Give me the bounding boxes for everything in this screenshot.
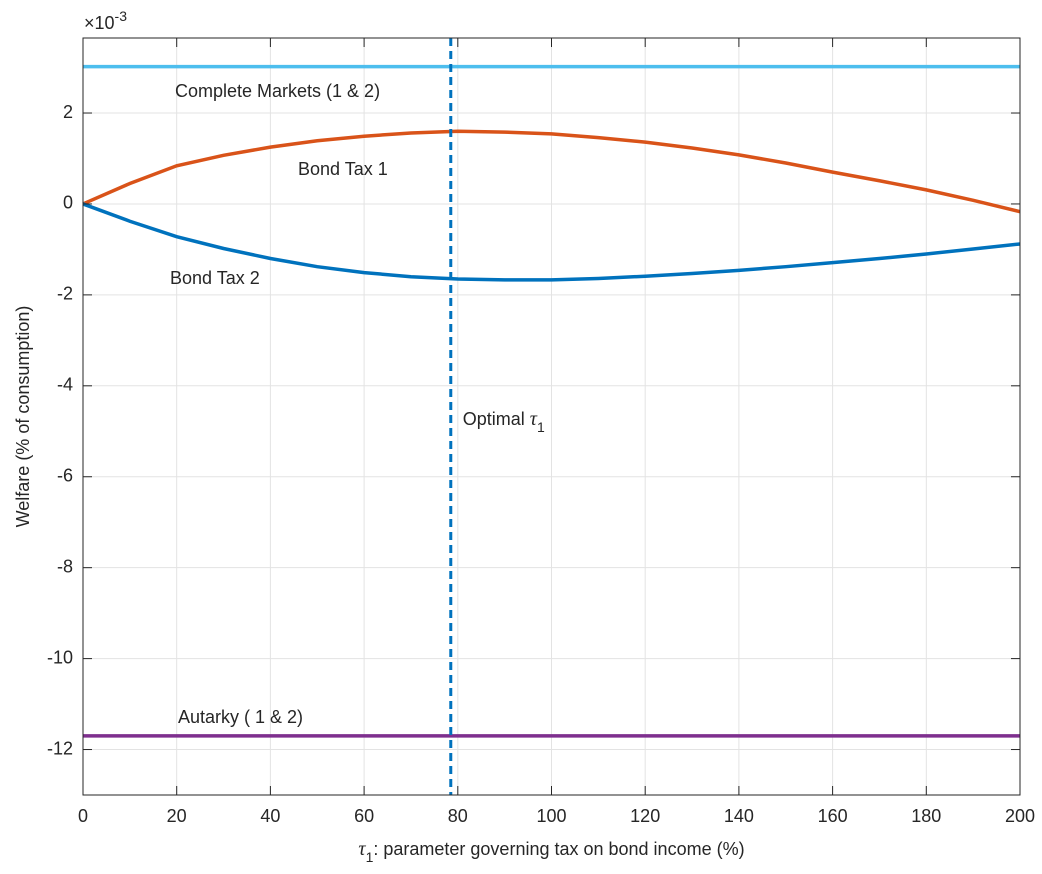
optimal-text: Optimal — [463, 409, 530, 429]
x-tick-label: 120 — [630, 806, 660, 826]
series-line — [82, 202, 1021, 282]
x-tick-label: 20 — [167, 806, 187, 826]
series-annotation: Bond Tax 2 — [170, 268, 260, 288]
exponent-power: -3 — [115, 8, 128, 24]
x-tick-label: 40 — [260, 806, 280, 826]
x-tick-label: 100 — [536, 806, 566, 826]
x-label-subscript: 1 — [366, 849, 374, 865]
y-tick-label: -12 — [47, 738, 73, 758]
exponent-base: ×10 — [84, 13, 115, 33]
y-tick-label: -8 — [57, 556, 73, 576]
x-tick-label: 60 — [354, 806, 374, 826]
y-tick-label: 2 — [63, 102, 73, 122]
x-tick-label: 140 — [724, 806, 754, 826]
x-label-text: : parameter governing tax on bond income… — [373, 839, 744, 859]
x-tick-label: 0 — [78, 806, 88, 826]
y-exponent: ×10-3 — [84, 8, 127, 33]
y-tick-label: -6 — [57, 465, 73, 485]
optimal-subscript: 1 — [537, 419, 545, 435]
series-annotation: Bond Tax 1 — [298, 159, 388, 179]
optimal-symbol: τ — [530, 408, 538, 430]
y-axis-label: Welfare (% of consumption) — [13, 306, 33, 528]
series-line — [82, 129, 1021, 214]
series-annotation: Complete Markets (1 & 2) — [175, 81, 380, 101]
optimal-label: Optimal τ1 — [463, 408, 545, 435]
y-tick-label: -4 — [57, 375, 73, 395]
y-tick-label: 0 — [63, 193, 73, 213]
y-tick-label: -10 — [47, 647, 73, 667]
x-tick-label: 180 — [911, 806, 941, 826]
series-annotation: Autarky ( 1 & 2) — [178, 707, 303, 727]
x-tick-label: 160 — [818, 806, 848, 826]
y-tick-label: -2 — [57, 284, 73, 304]
x-tick-label: 200 — [1005, 806, 1035, 826]
x-tick-label: 80 — [448, 806, 468, 826]
x-label-symbol: τ — [358, 838, 366, 860]
x-axis-label: τ1: parameter governing tax on bond inco… — [358, 838, 744, 865]
